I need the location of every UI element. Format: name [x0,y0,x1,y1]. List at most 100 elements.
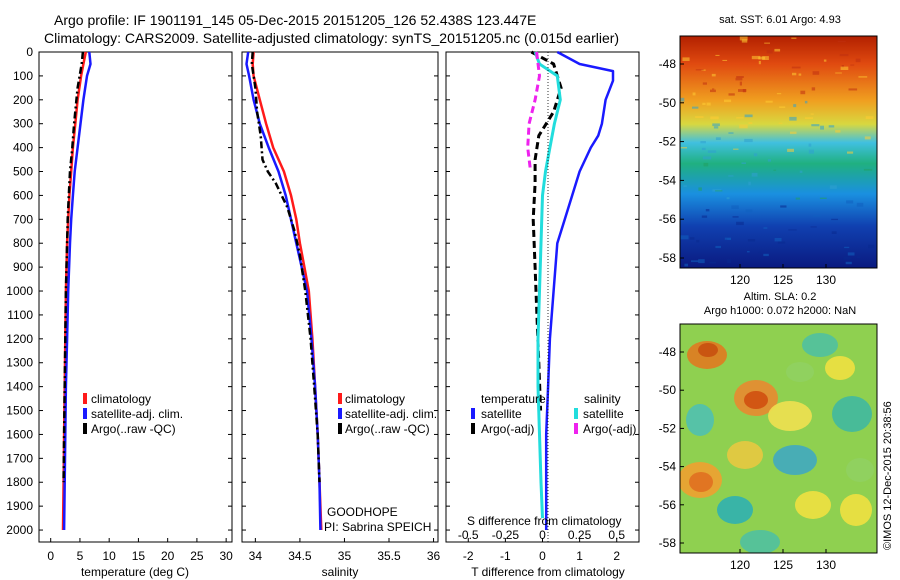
salinity-tick-label: 34 [249,549,263,563]
lat-tick-label: -52 [659,421,677,435]
sst-texture [739,81,742,86]
depth-tick-label: 1900 [6,499,33,513]
sst-texture [804,117,813,119]
sst-texture [777,241,786,244]
sst-texture [680,147,687,149]
sst-texture [773,169,777,171]
sst-texture [823,59,827,62]
sst-texture [692,92,696,96]
sst-texture [774,238,782,242]
sst-texture [680,235,689,240]
sst-texture [684,263,688,267]
salinity-legend: climatology satellite-adj. clim. Argo(..… [338,392,437,436]
sst-texture [810,113,814,115]
series-line-2-1 [530,50,563,411]
sst-texture [787,148,794,152]
temperature-legend: climatology satellite-adj. clim. Argo(..… [83,392,183,436]
lat-tick-label: -56 [659,212,677,226]
sst-texture [712,88,715,90]
sst-texture [710,116,719,120]
lat-tick-label: -54 [659,173,677,187]
sst-texture [726,197,730,200]
imos-credit: ©IMOS 12-Dec-2015 20:38:56 [882,401,894,550]
sst-texture [758,56,766,60]
legend-text: satellite [583,407,624,421]
sst-texture [739,36,748,41]
sst-texture [788,229,797,231]
sst-texture [727,259,731,263]
legend-title-temperature: temperature [481,392,546,406]
sst-texture [764,42,770,44]
sst-texture [804,100,808,104]
legend-swatch-argo [83,423,87,434]
lon-tick-label: 130 [816,558,836,572]
sst-texture [744,138,753,143]
depth-tick-label: 1100 [7,308,33,322]
sst-texture [715,245,721,249]
sst-texture [701,215,708,218]
depth-tick-label: 200 [13,93,33,107]
sla-map-frame [679,323,878,554]
sst-texture [739,124,748,129]
sla-map-subtitle: Argo h1000: 0.072 h2000: NaN [704,305,856,317]
sst-texture [767,159,771,162]
legend-swatch-climatology [338,393,342,404]
temperature-axis-label: temperature (deg C) [81,565,189,579]
sla-anomaly [795,491,831,519]
series-line-3-0 [533,51,562,519]
sla-anomaly [686,404,714,436]
temperature-tick-label: 30 [219,549,233,563]
sla-anomaly [840,494,872,526]
t-difference-tick-label: -1 [500,549,511,563]
depth-tick-label: 700 [13,212,33,226]
x-axes: 0 5 10 15 20 25 30 34 34.5 35 35.5 36 -2 -1 0 1 2 -0.5 -0.… [47,528,625,563]
sst-texture [808,149,814,154]
legend-swatch-s-argo [574,423,578,434]
legend-swatch-satellite [338,408,342,419]
sst-texture [758,60,761,65]
sst-texture [691,260,699,263]
depth-tick-label: 300 [13,117,33,131]
temperature-tick-label: 20 [161,549,175,563]
depth-axis: 0 100 200 300 400 500 600 700 800 900 1000 1100 1200… [6,45,639,537]
depth-tick-label: 100 [13,69,33,83]
t-difference-tick-label: -2 [463,549,474,563]
depth-tick-label: 1300 [6,356,33,370]
legend-text: climatology [91,392,151,406]
lat-tick-label: -48 [659,57,677,71]
goodhope-label: GOODHOPE [327,505,398,519]
lat-tick-label: -56 [659,498,677,512]
salinity-axis-label: salinity [322,565,359,579]
sst-texture [733,148,739,150]
legend-text: satellite [481,407,522,421]
sst-texture [791,37,797,39]
series-line-2-0 [544,50,615,530]
sst-texture [736,76,744,78]
legend-swatch-s-satellite [574,408,578,419]
legend-text: Argo(-adj) [583,422,636,436]
sst-texture [711,73,716,77]
sst-texture [715,54,720,56]
sst-texture [698,259,705,264]
sst-texture [765,100,773,103]
sst-texture [864,136,871,140]
depth-tick-label: 1500 [6,404,33,418]
depth-tick-label: 600 [13,188,33,202]
sst-texture [798,73,802,76]
sst-texture [748,122,753,124]
temperature-tick-label: 5 [77,549,84,563]
sst-texture [858,76,868,78]
sst-texture [751,172,758,177]
sst-texture [856,256,861,259]
s-difference-tick-label: -0.5 [458,528,479,542]
legend-title-salinity: salinity [584,392,621,406]
sst-texture [793,104,797,108]
depth-tick-label: 1600 [6,427,33,441]
sst-texture [780,205,787,208]
temperature-tick-label: 0 [47,549,54,563]
salinity-tick-label: 35 [338,549,352,563]
sst-texture [698,187,702,191]
depth-tick-label: 1800 [6,475,33,489]
t-difference-tick-label: 0 [539,549,546,563]
